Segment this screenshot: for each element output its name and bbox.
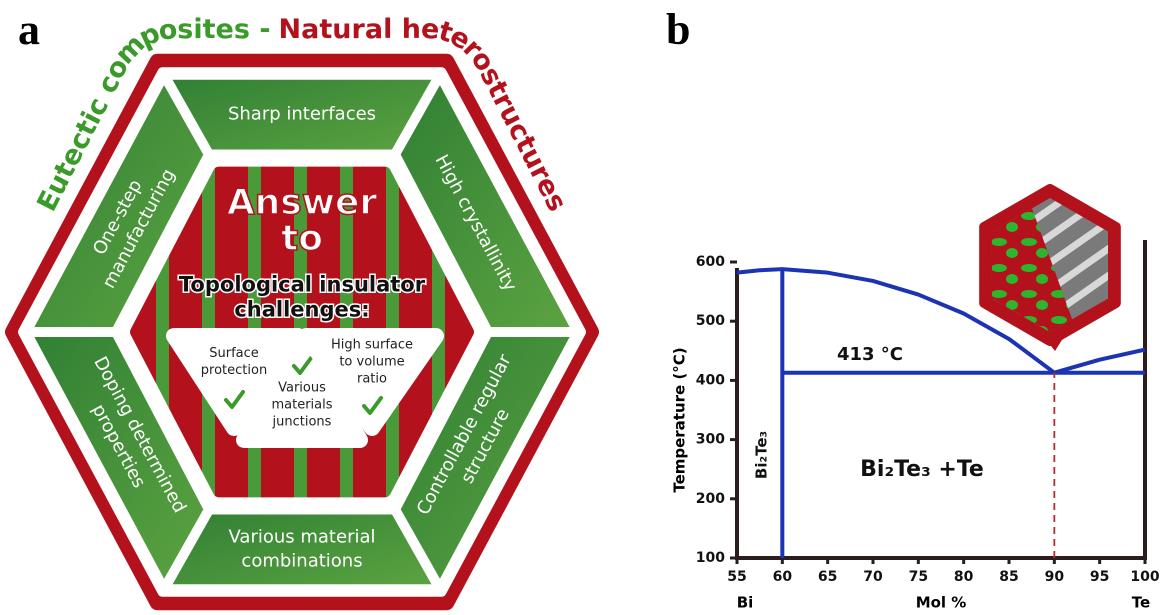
- x-tick-label: 90: [1045, 569, 1065, 585]
- subheading: challenges:: [234, 298, 369, 322]
- x-tick-label: 70: [863, 569, 883, 585]
- challenge-text: High surface: [331, 338, 413, 353]
- challenge-text: ratio: [357, 372, 387, 387]
- inset-image: [974, 189, 1126, 341]
- y-tick-label: 500: [696, 313, 725, 329]
- challenge-text: Various: [278, 381, 326, 396]
- challenge-text: protection: [201, 363, 267, 378]
- challenge-text: junctions: [272, 415, 332, 430]
- x-tick-label: 65: [818, 569, 837, 585]
- x-tick-label: 95: [1090, 569, 1109, 585]
- x-tick-label: 55: [727, 569, 746, 585]
- annotation: 413 °C: [837, 344, 903, 365]
- y-tick-label: 600: [696, 254, 725, 270]
- x-tick-label: 100: [1130, 569, 1159, 585]
- subheading: Topological insulator: [179, 273, 426, 297]
- segment-text: Sharp interfaces: [228, 104, 376, 125]
- x-end-label: Bi: [737, 594, 754, 612]
- challenge-text: materials: [271, 398, 332, 413]
- x-tick-label: 60: [773, 569, 793, 585]
- panel-label: a: [18, 5, 40, 54]
- x-tick-label: 85: [999, 569, 1018, 585]
- x-end-label: Te: [1132, 594, 1150, 612]
- panel-b: 100 200 300 400 500 600 55 60 65 70 75 80 85 90 95 100 B…: [671, 189, 1160, 612]
- segment-text: Various material: [229, 526, 376, 547]
- x-tick-label: 75: [909, 569, 928, 585]
- heading: to: [281, 218, 323, 259]
- y-axis-title: Temperature (°C): [671, 347, 689, 492]
- figure: a b Eutectic composites -Natural heteros…: [0, 0, 1168, 615]
- x-axis-title: Mol %: [916, 594, 967, 612]
- heading: Answer: [227, 182, 378, 223]
- annotation: Bi₂Te₃ +Te: [860, 457, 984, 482]
- panel-label: b: [666, 5, 690, 54]
- x-tick-label: 80: [954, 569, 974, 585]
- segment-label: Sharp interfaces: [228, 104, 376, 125]
- phase-label: Bi₂Te₃: [753, 431, 771, 479]
- y-tick-label: 300: [696, 432, 725, 448]
- series-line: [1054, 350, 1145, 373]
- y-tick-label: 200: [696, 491, 725, 507]
- y-tick-label: 400: [696, 372, 725, 388]
- segment-text: combinations: [241, 550, 362, 571]
- challenge-text: Surface: [209, 346, 259, 361]
- panel-a: Eutectic composites -Natural heterostruc…: [13, 13, 591, 602]
- y-tick-label: 100: [696, 550, 725, 566]
- challenge-text: to volume: [339, 355, 404, 370]
